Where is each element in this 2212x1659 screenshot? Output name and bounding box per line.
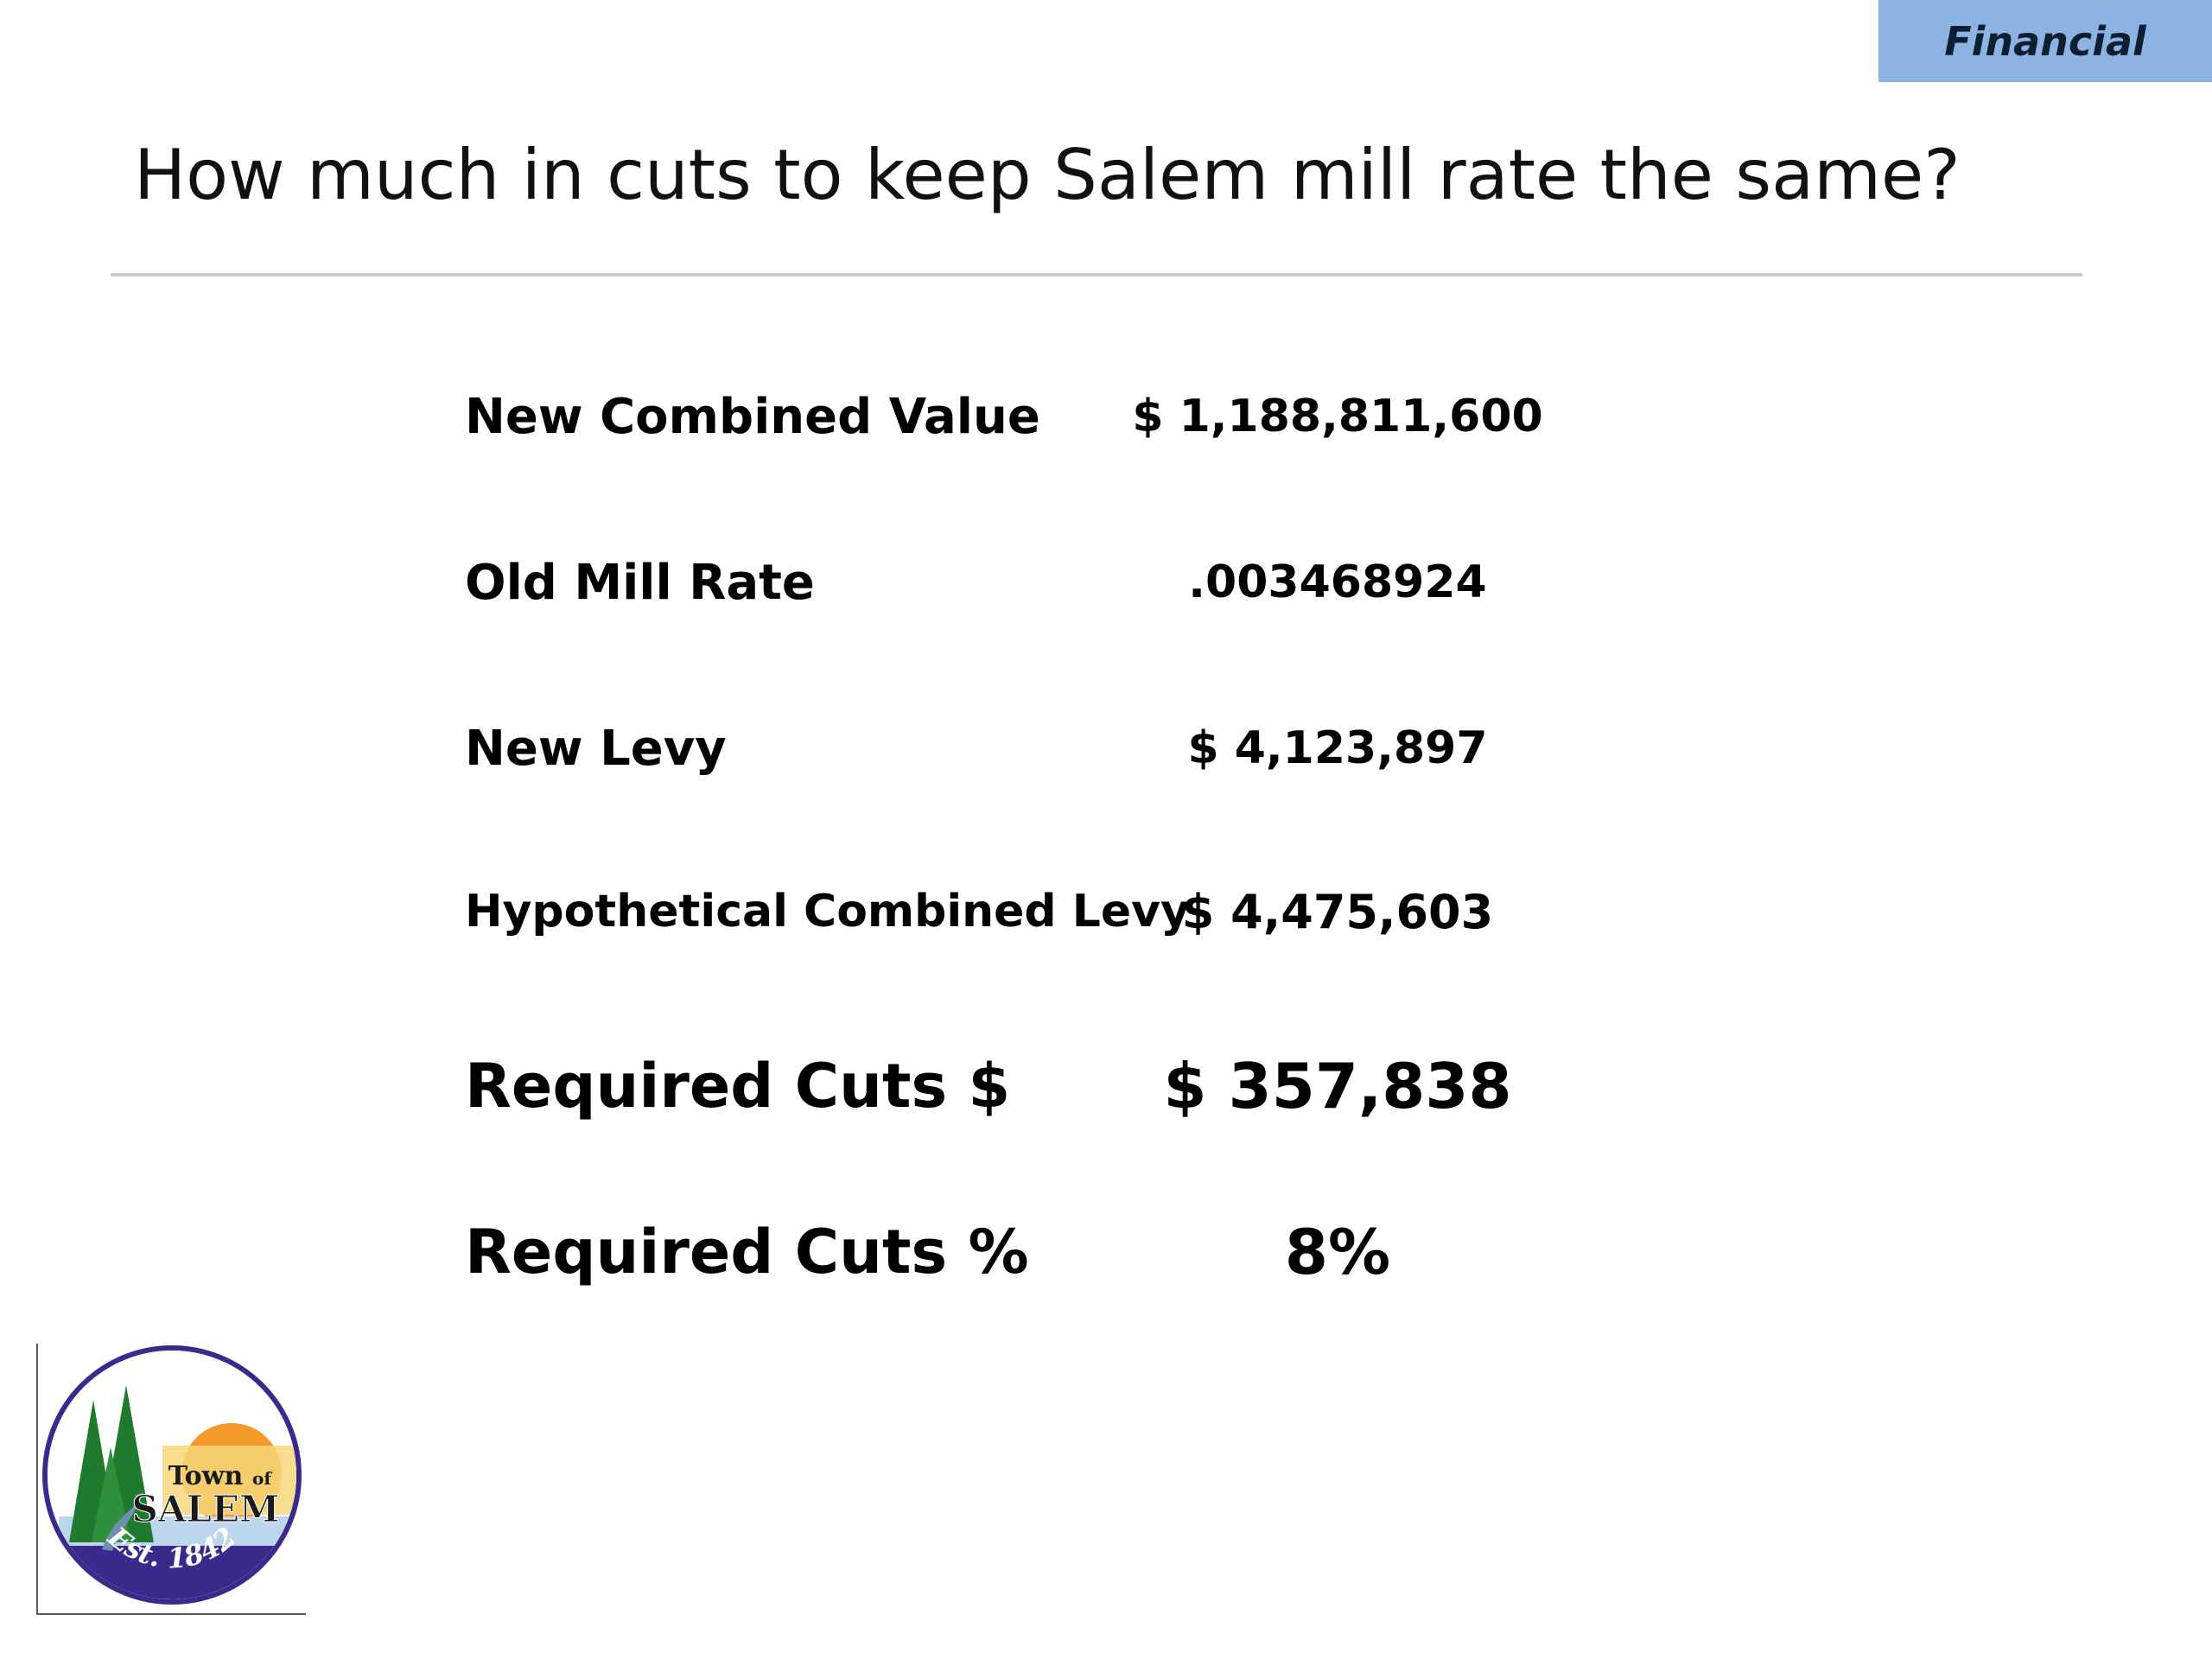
- row-old-mill-rate: Old Mill Rate .003468924: [465, 526, 1761, 639]
- slide-title: How much in cuts to keep Salem mill rate…: [134, 135, 1961, 215]
- logo-salem: SALEM: [132, 1488, 280, 1530]
- row-label: Hypothetical Combined Levy: [465, 886, 1190, 938]
- row-value: .003468924: [1188, 556, 1487, 608]
- row-label: Required Cuts %: [465, 1217, 1029, 1287]
- row-hypothetical-combined-levy: Hypothetical Combined Levy $ 4,475,603: [465, 855, 1761, 968]
- title-divider: [111, 273, 2082, 276]
- row-label: Required Cuts $: [465, 1051, 1011, 1122]
- section-tag-label: Financial: [1944, 17, 2146, 65]
- row-value: $ 4,475,603: [1181, 884, 1494, 939]
- row-value: $ 1,188,811,600: [1132, 391, 1543, 442]
- row-required-cuts-percent: Required Cuts % 8%: [465, 1196, 1761, 1308]
- row-required-cuts-dollars: Required Cuts $ $ 357,838: [465, 1030, 1761, 1142]
- row-value: $ 357,838: [1163, 1050, 1512, 1122]
- town-logo: Town of SALEM Est. 1842: [36, 1344, 306, 1615]
- row-new-combined-value: New Combined Value $ 1,188,811,600: [465, 360, 1761, 473]
- row-new-levy: New Levy $ 4,123,897: [465, 692, 1761, 804]
- heron-icon: [102, 1492, 143, 1551]
- row-value: 8%: [1284, 1216, 1391, 1288]
- town-seal-icon: Town of SALEM Est. 1842: [42, 1345, 302, 1605]
- logo-of: of: [252, 1468, 272, 1489]
- row-label: New Levy: [465, 720, 727, 777]
- row-label: Old Mill Rate: [465, 554, 815, 611]
- row-label: New Combined Value: [465, 388, 1040, 445]
- row-value: $ 4,123,897: [1187, 722, 1488, 774]
- section-tag: Financial: [1878, 0, 2212, 82]
- logo-town: Town: [168, 1461, 244, 1491]
